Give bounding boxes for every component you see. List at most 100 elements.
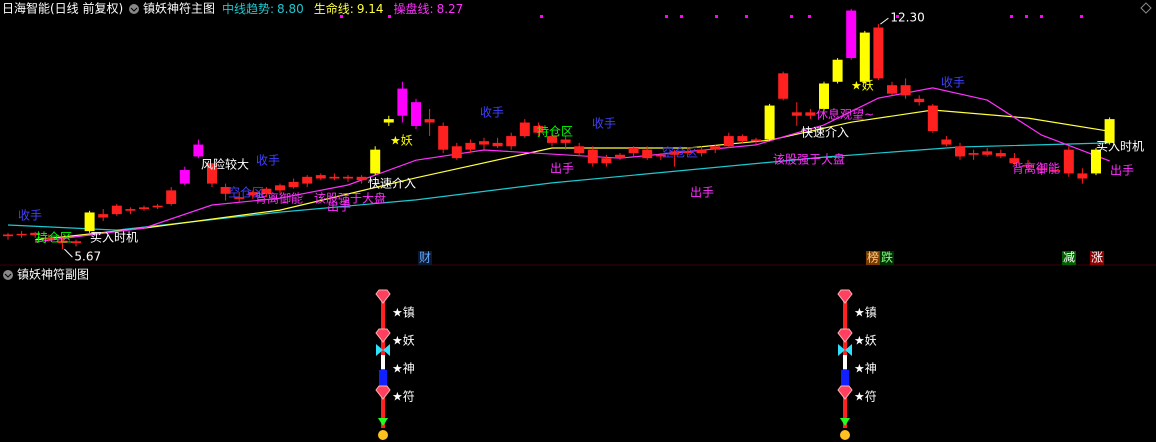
candle-body	[519, 122, 530, 137]
gem-icon	[837, 328, 853, 343]
signal-dot	[1040, 15, 1043, 18]
candle-body	[968, 153, 979, 155]
candle-body	[16, 233, 27, 236]
candle-body	[927, 105, 938, 131]
badge-bg	[866, 251, 880, 265]
candle-body	[628, 147, 639, 154]
candle-body	[465, 142, 476, 150]
candle-body	[98, 214, 109, 218]
candle-body	[383, 119, 394, 123]
candle-body	[329, 176, 340, 179]
candle-body	[887, 85, 897, 94]
candle-body	[179, 170, 190, 184]
gem-icon	[837, 289, 853, 304]
indicator-line	[7, 142, 1110, 231]
candle-body	[751, 139, 761, 142]
candle-body	[411, 102, 421, 126]
signal-annotation: 风险较大	[201, 157, 249, 172]
candle-body	[819, 83, 829, 109]
candle-body	[397, 88, 408, 116]
candle-body	[479, 141, 489, 145]
signal-annotation: ★妖	[390, 134, 413, 148]
signal-dot	[790, 15, 793, 18]
signal-dot	[808, 15, 811, 18]
subchart-label: ★神	[392, 362, 415, 376]
candle-body	[166, 190, 177, 204]
candle-body	[778, 73, 789, 99]
candle-body	[315, 175, 326, 179]
signal-annotation: 持仓区	[537, 124, 573, 139]
signal-annotation: 出手	[327, 200, 351, 214]
badge: 减	[1063, 251, 1075, 265]
badge-bg	[1062, 251, 1076, 265]
candle-body	[723, 136, 734, 147]
money-bag-icon	[378, 430, 388, 440]
candle-body	[111, 205, 122, 215]
signal-annotation: 买入时机	[1096, 140, 1144, 154]
subchart-label: ★妖	[392, 334, 415, 348]
candle-body	[370, 149, 381, 174]
candle-body	[506, 136, 517, 147]
legend-value: 8.80	[277, 2, 304, 16]
candle-body	[424, 119, 435, 123]
signal-annotation: 买入时机	[90, 231, 138, 245]
signal-dot	[388, 15, 391, 18]
gem-icon	[375, 328, 391, 343]
candle-body	[1050, 170, 1061, 172]
corner-icon[interactable]	[1140, 2, 1152, 14]
signal-annotation: 出手	[550, 162, 574, 176]
candle-body	[71, 241, 81, 243]
menu-icon[interactable]	[3, 270, 13, 280]
signal-dot	[745, 15, 748, 18]
candle-body	[1063, 149, 1074, 174]
signal-annotation: 空仓区	[662, 146, 698, 160]
signal-dot	[715, 15, 718, 18]
candle-body	[139, 207, 149, 210]
candle-body	[1036, 168, 1047, 171]
candle-body	[438, 125, 449, 150]
candle-body	[234, 197, 245, 199]
legend-name: 操盘线:	[394, 1, 434, 16]
extreme-label: 12.30	[890, 11, 924, 25]
candle-body	[220, 186, 231, 194]
candle-body	[356, 176, 367, 181]
badge-bg	[880, 251, 894, 265]
menu-icon-arrow	[130, 7, 138, 12]
candle-body	[451, 146, 462, 159]
subchart-label: ★符	[392, 389, 415, 404]
candle-body	[302, 176, 313, 184]
candle-body	[560, 139, 571, 143]
candle-body	[57, 240, 68, 243]
menu-icon[interactable]	[129, 4, 139, 14]
signal-dot	[680, 15, 683, 18]
gem-icon	[375, 289, 391, 304]
badge-bg	[1090, 251, 1104, 265]
candle-body	[30, 232, 41, 236]
subchart-title: 镇妖神符副图	[17, 267, 89, 282]
candle-body	[125, 209, 136, 211]
candle-body	[343, 176, 353, 179]
candle-body	[982, 151, 993, 155]
candle-body	[193, 144, 204, 157]
butterfly-icon	[376, 344, 390, 356]
candle-body	[207, 163, 217, 184]
arrow-icon	[840, 418, 850, 426]
candle-body	[995, 153, 1006, 157]
badge: 榜	[867, 250, 879, 265]
candle-body	[710, 146, 721, 150]
signal-annotation: 出手	[1110, 164, 1134, 178]
signal-dot	[540, 15, 543, 18]
candle-body	[941, 139, 952, 145]
candle-body	[547, 136, 557, 143]
subchart-label: ★镇	[392, 306, 415, 320]
candle-body	[275, 185, 285, 191]
signal-bar-blue	[841, 370, 849, 388]
candle-body	[1091, 149, 1101, 174]
money-bag-icon	[840, 430, 850, 440]
candle-body	[533, 125, 544, 133]
gem-icon	[837, 385, 853, 400]
extreme-label: 5.67	[74, 250, 101, 264]
subchart-label: ★妖	[854, 334, 877, 348]
